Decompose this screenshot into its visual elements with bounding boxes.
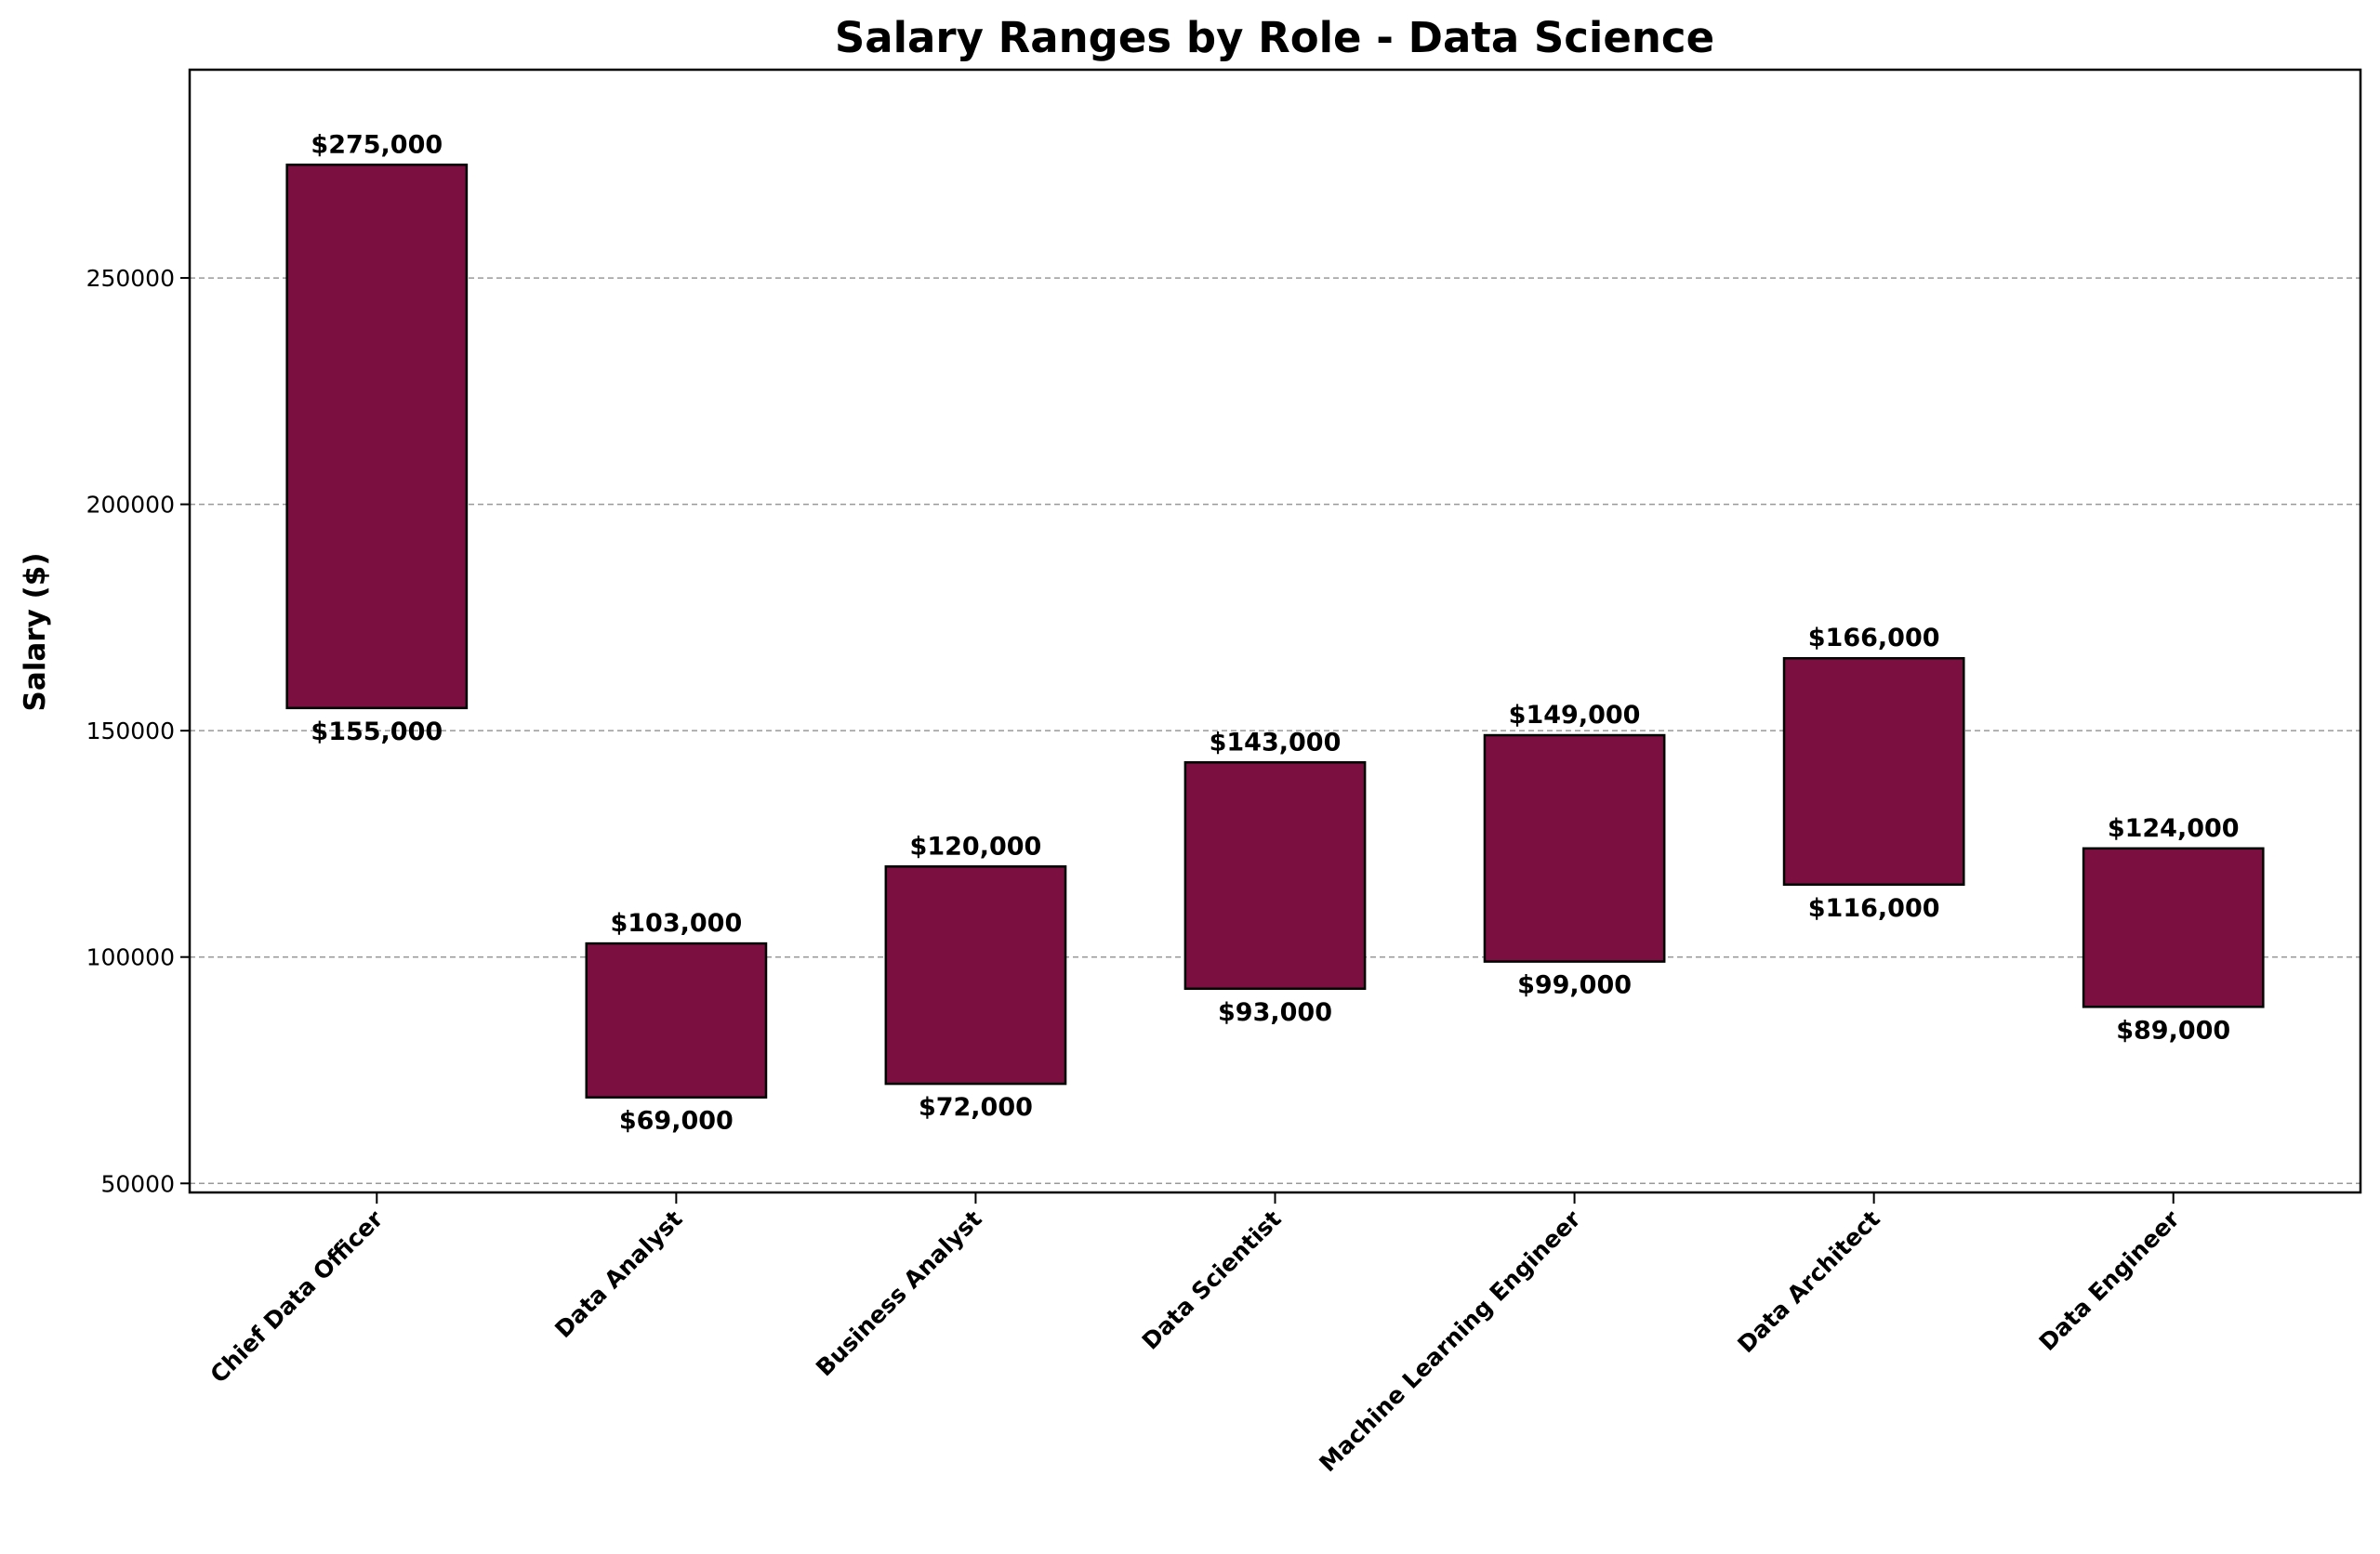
high-value-label: $166,000 — [1808, 624, 1940, 652]
bar-machine-learning-engineer — [1483, 733, 1666, 963]
y-tick-label: 200000 — [86, 492, 175, 519]
y-tick-label: 150000 — [86, 718, 175, 744]
y-tick-label: 50000 — [100, 1170, 175, 1197]
x-tick-label: Data Engineer — [2034, 1205, 2186, 1356]
low-value-label: $155,000 — [311, 718, 443, 746]
x-tick-label: Data Analyst — [549, 1205, 687, 1343]
x-tick-label: Data Scientist — [1137, 1205, 1287, 1355]
y-axis-label: Salary ($) — [19, 553, 52, 712]
low-value-label: $99,000 — [1517, 971, 1632, 1000]
high-value-label: $124,000 — [2108, 814, 2240, 843]
y-tick-label: 100000 — [86, 944, 175, 971]
x-tick-label: Business Analyst — [811, 1205, 987, 1382]
high-value-label: $143,000 — [1210, 728, 1342, 757]
high-value-label: $120,000 — [910, 832, 1042, 861]
bar-chief-data-officer — [285, 164, 469, 710]
low-value-label: $72,000 — [919, 1093, 1033, 1122]
bar-data-engineer — [2082, 847, 2265, 1008]
plot-frame — [188, 68, 2362, 1194]
bar-business-analyst — [884, 865, 1067, 1086]
x-tick-label: Machine Learning Engineer — [1314, 1205, 1586, 1477]
x-tick-label: Data Architect — [1732, 1205, 1885, 1359]
low-value-label: $69,000 — [619, 1107, 734, 1136]
low-value-label: $89,000 — [2116, 1016, 2230, 1045]
high-value-label: $275,000 — [311, 130, 443, 159]
low-value-label: $116,000 — [1808, 894, 1940, 923]
bar-data-architect — [1782, 656, 1965, 887]
y-tick-label: 250000 — [86, 265, 175, 292]
high-value-label: $149,000 — [1509, 701, 1641, 730]
bar-data-scientist — [1183, 761, 1367, 991]
x-tick-label: Chief Data Officer — [205, 1205, 389, 1388]
low-value-label: $93,000 — [1218, 998, 1332, 1027]
high-value-label: $103,000 — [610, 909, 742, 938]
chart-title: Salary Ranges by Role - Data Science — [835, 13, 1714, 62]
bar-data-analyst — [585, 942, 768, 1099]
